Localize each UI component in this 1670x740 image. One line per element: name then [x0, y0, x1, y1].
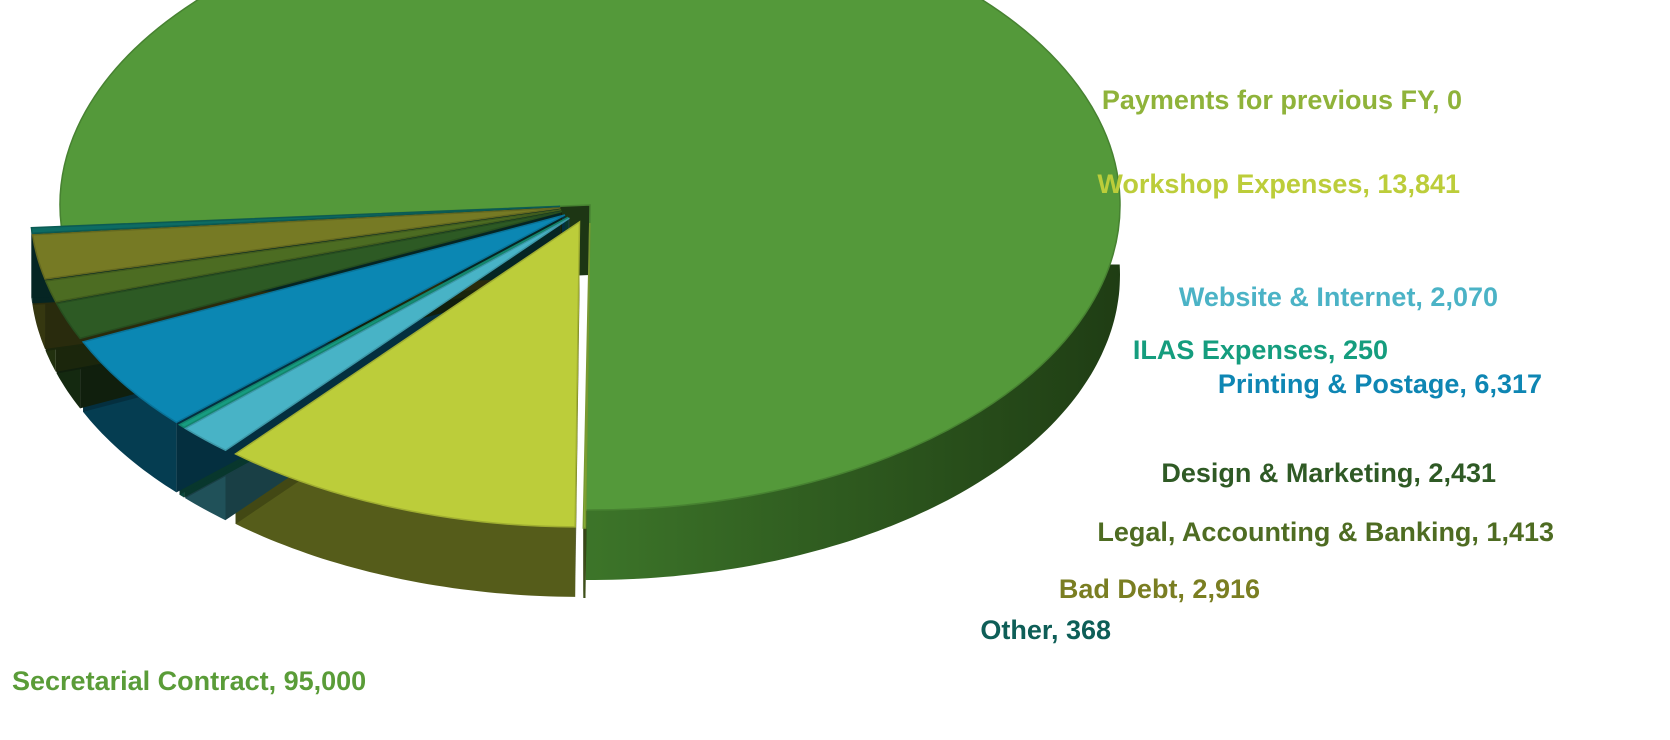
- data-label-design-marketing: Design & Marketing, 2,431: [1161, 458, 1496, 488]
- data-label-payments-for-previous-fy: Payments for previous FY, 0: [1102, 85, 1462, 115]
- pie-slice-other: [30, 205, 561, 235]
- pie-slice-workshop-expenses-side: [235, 453, 576, 597]
- pie-slice-bad-debt: [31, 207, 561, 280]
- pie-slice-payments-for-previous-fy: [582, 222, 591, 529]
- data-label-workshop-expenses: Workshop Expenses, 13,841: [1097, 169, 1460, 199]
- pie-labels: Secretarial Contract, 95,000 Payments for…: [12, 85, 1554, 696]
- data-label-other: Other, 368: [980, 615, 1111, 645]
- pie-slice-secretarial-contract-side: [60, 190, 1120, 581]
- pie-slice-design-marketing: [55, 210, 563, 340]
- pie-tops: [30, 0, 1121, 529]
- data-label-legal-accounting-banking: Legal, Accounting & Banking, 1,413: [1097, 517, 1554, 547]
- data-label-ilas-expenses: ILAS Expenses, 250: [1133, 335, 1388, 365]
- pie-slice-ilas-expenses: [177, 216, 569, 429]
- pie-slice-website-internet: [183, 217, 570, 452]
- data-label-website-internet: Website & Internet, 2,070: [1179, 282, 1498, 312]
- data-label-bad-debt: Bad Debt, 2,916: [1059, 574, 1260, 604]
- pie-slice-printing-postage: [81, 214, 566, 424]
- pie-slice-legal-accounting-banking: [44, 209, 562, 303]
- data-label-printing-postage: Printing & Postage, 6,317: [1218, 369, 1542, 399]
- pie-slice-workshop-expenses: [234, 220, 581, 528]
- data-label-secretarial-contract: Secretarial Contract, 95,000: [12, 666, 366, 696]
